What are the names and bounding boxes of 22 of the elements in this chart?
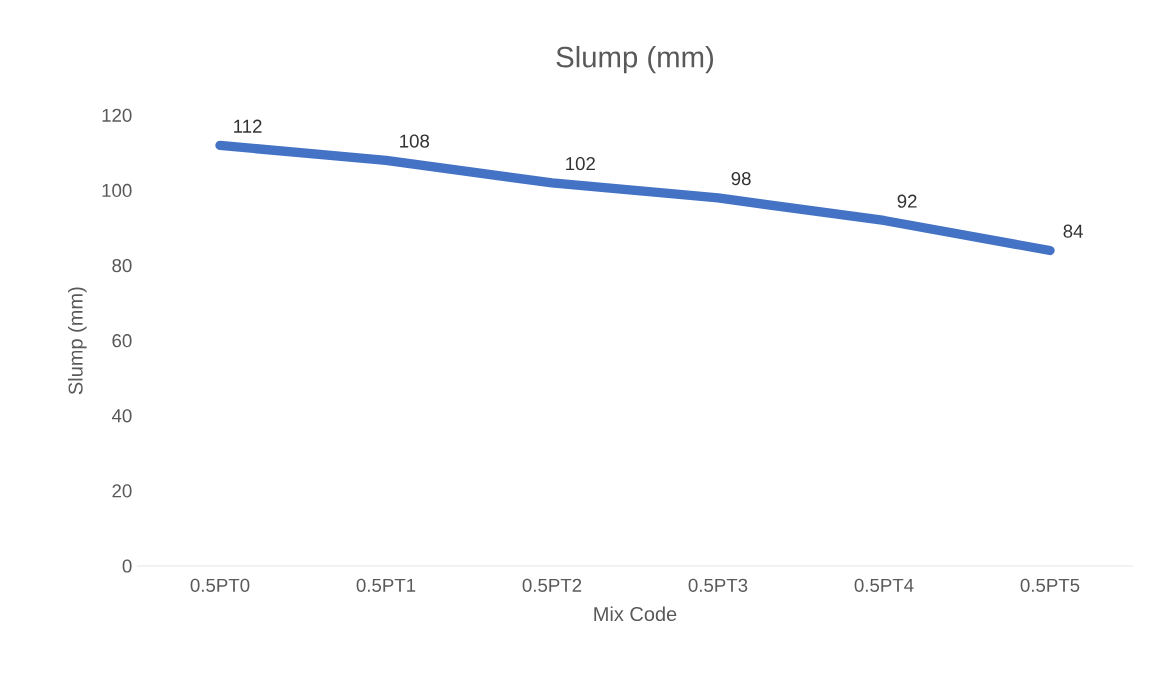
data-label: 84 bbox=[1063, 224, 1083, 238]
y-tick-label: 0 bbox=[122, 559, 132, 573]
x-axis-title: Mix Code bbox=[594, 606, 677, 622]
x-tick-label: 0.5PT0 bbox=[190, 578, 250, 592]
x-tick-label: 0.5PT5 bbox=[1020, 578, 1080, 592]
x-tick-label: 0.5PT2 bbox=[522, 578, 582, 592]
y-tick-label: 120 bbox=[102, 108, 132, 122]
x-tick-label: 0.5PT4 bbox=[854, 578, 914, 592]
x-tick-label: 0.5PT3 bbox=[688, 578, 748, 592]
x-tick-label: 0.5PT1 bbox=[356, 578, 416, 592]
y-axis-title: Slump (mm) bbox=[68, 287, 87, 395]
data-label: 98 bbox=[731, 172, 751, 186]
y-tick-label: 100 bbox=[102, 183, 132, 198]
data-label: 92 bbox=[897, 194, 917, 208]
chart-title: Slump (mm) bbox=[556, 45, 713, 74]
y-tick-label: 80 bbox=[112, 258, 132, 273]
y-tick-label: 60 bbox=[112, 334, 132, 348]
y-tick-label: 20 bbox=[112, 484, 132, 498]
data-label: 102 bbox=[566, 156, 595, 171]
data-label: 112 bbox=[234, 119, 262, 133]
y-tick-label: 40 bbox=[111, 409, 132, 423]
data-label: 108 bbox=[400, 134, 430, 148]
